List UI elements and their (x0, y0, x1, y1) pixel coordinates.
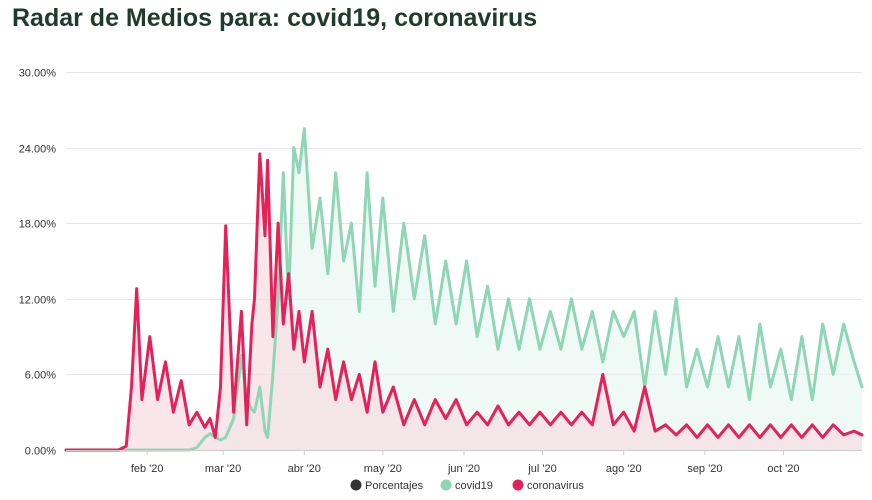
y-tick-label: 12.00% (19, 295, 57, 307)
line-coronavirus (64, 152, 864, 452)
y-tick-label: 24.00% (19, 144, 57, 156)
legend-label: coronavirus (527, 480, 584, 492)
page-title: Radar de Medios para: covid19, coronavir… (12, 4, 538, 32)
legend-label: covid19 (455, 480, 493, 492)
legend-marker-covid19 (440, 479, 452, 491)
y-tick-label: 18.00% (19, 219, 57, 231)
x-tick-label: jul '20 (527, 463, 556, 475)
x-tick-label: oct '20 (767, 463, 799, 475)
x-tick-label: jun '20 (447, 463, 480, 475)
legend-item: covid19 (440, 479, 493, 492)
x-tick-label: mar '20 (205, 463, 241, 475)
y-axis-ticks: 0.00% 6.00% 12.00% 18.00% 24.00% 30.00% (19, 68, 57, 458)
area-covid19 (66, 128, 862, 450)
series-lines (64, 127, 864, 452)
x-tick-label: ago '20 (606, 463, 642, 475)
legend-marker-coronavirus (512, 479, 524, 491)
legend-item: Porcentajes (350, 479, 424, 492)
x-tick-label: may '20 (364, 463, 402, 475)
legend-item: coronavirus (512, 479, 584, 492)
x-axis-ticks: feb '20 mar '20 abr '20 may '20 jun '20 jul '… (131, 450, 799, 475)
x-tick-label: feb '20 (131, 463, 164, 475)
area-fills (66, 128, 862, 450)
y-tick-label: 0.00% (25, 446, 56, 458)
line-covid19 (64, 127, 864, 452)
legend: Porcentajes covid19 coronavirus (350, 479, 584, 492)
area-coronavirus (66, 153, 862, 450)
x-tick-label: abr '20 (288, 463, 321, 475)
legend-label: Porcentajes (365, 480, 424, 492)
legend-marker-Porcentajes (350, 479, 362, 491)
x-tick-label: sep '20 (687, 463, 722, 475)
y-tick-label: 30.00% (19, 68, 57, 80)
y-tick-label: 6.00% (25, 370, 56, 382)
